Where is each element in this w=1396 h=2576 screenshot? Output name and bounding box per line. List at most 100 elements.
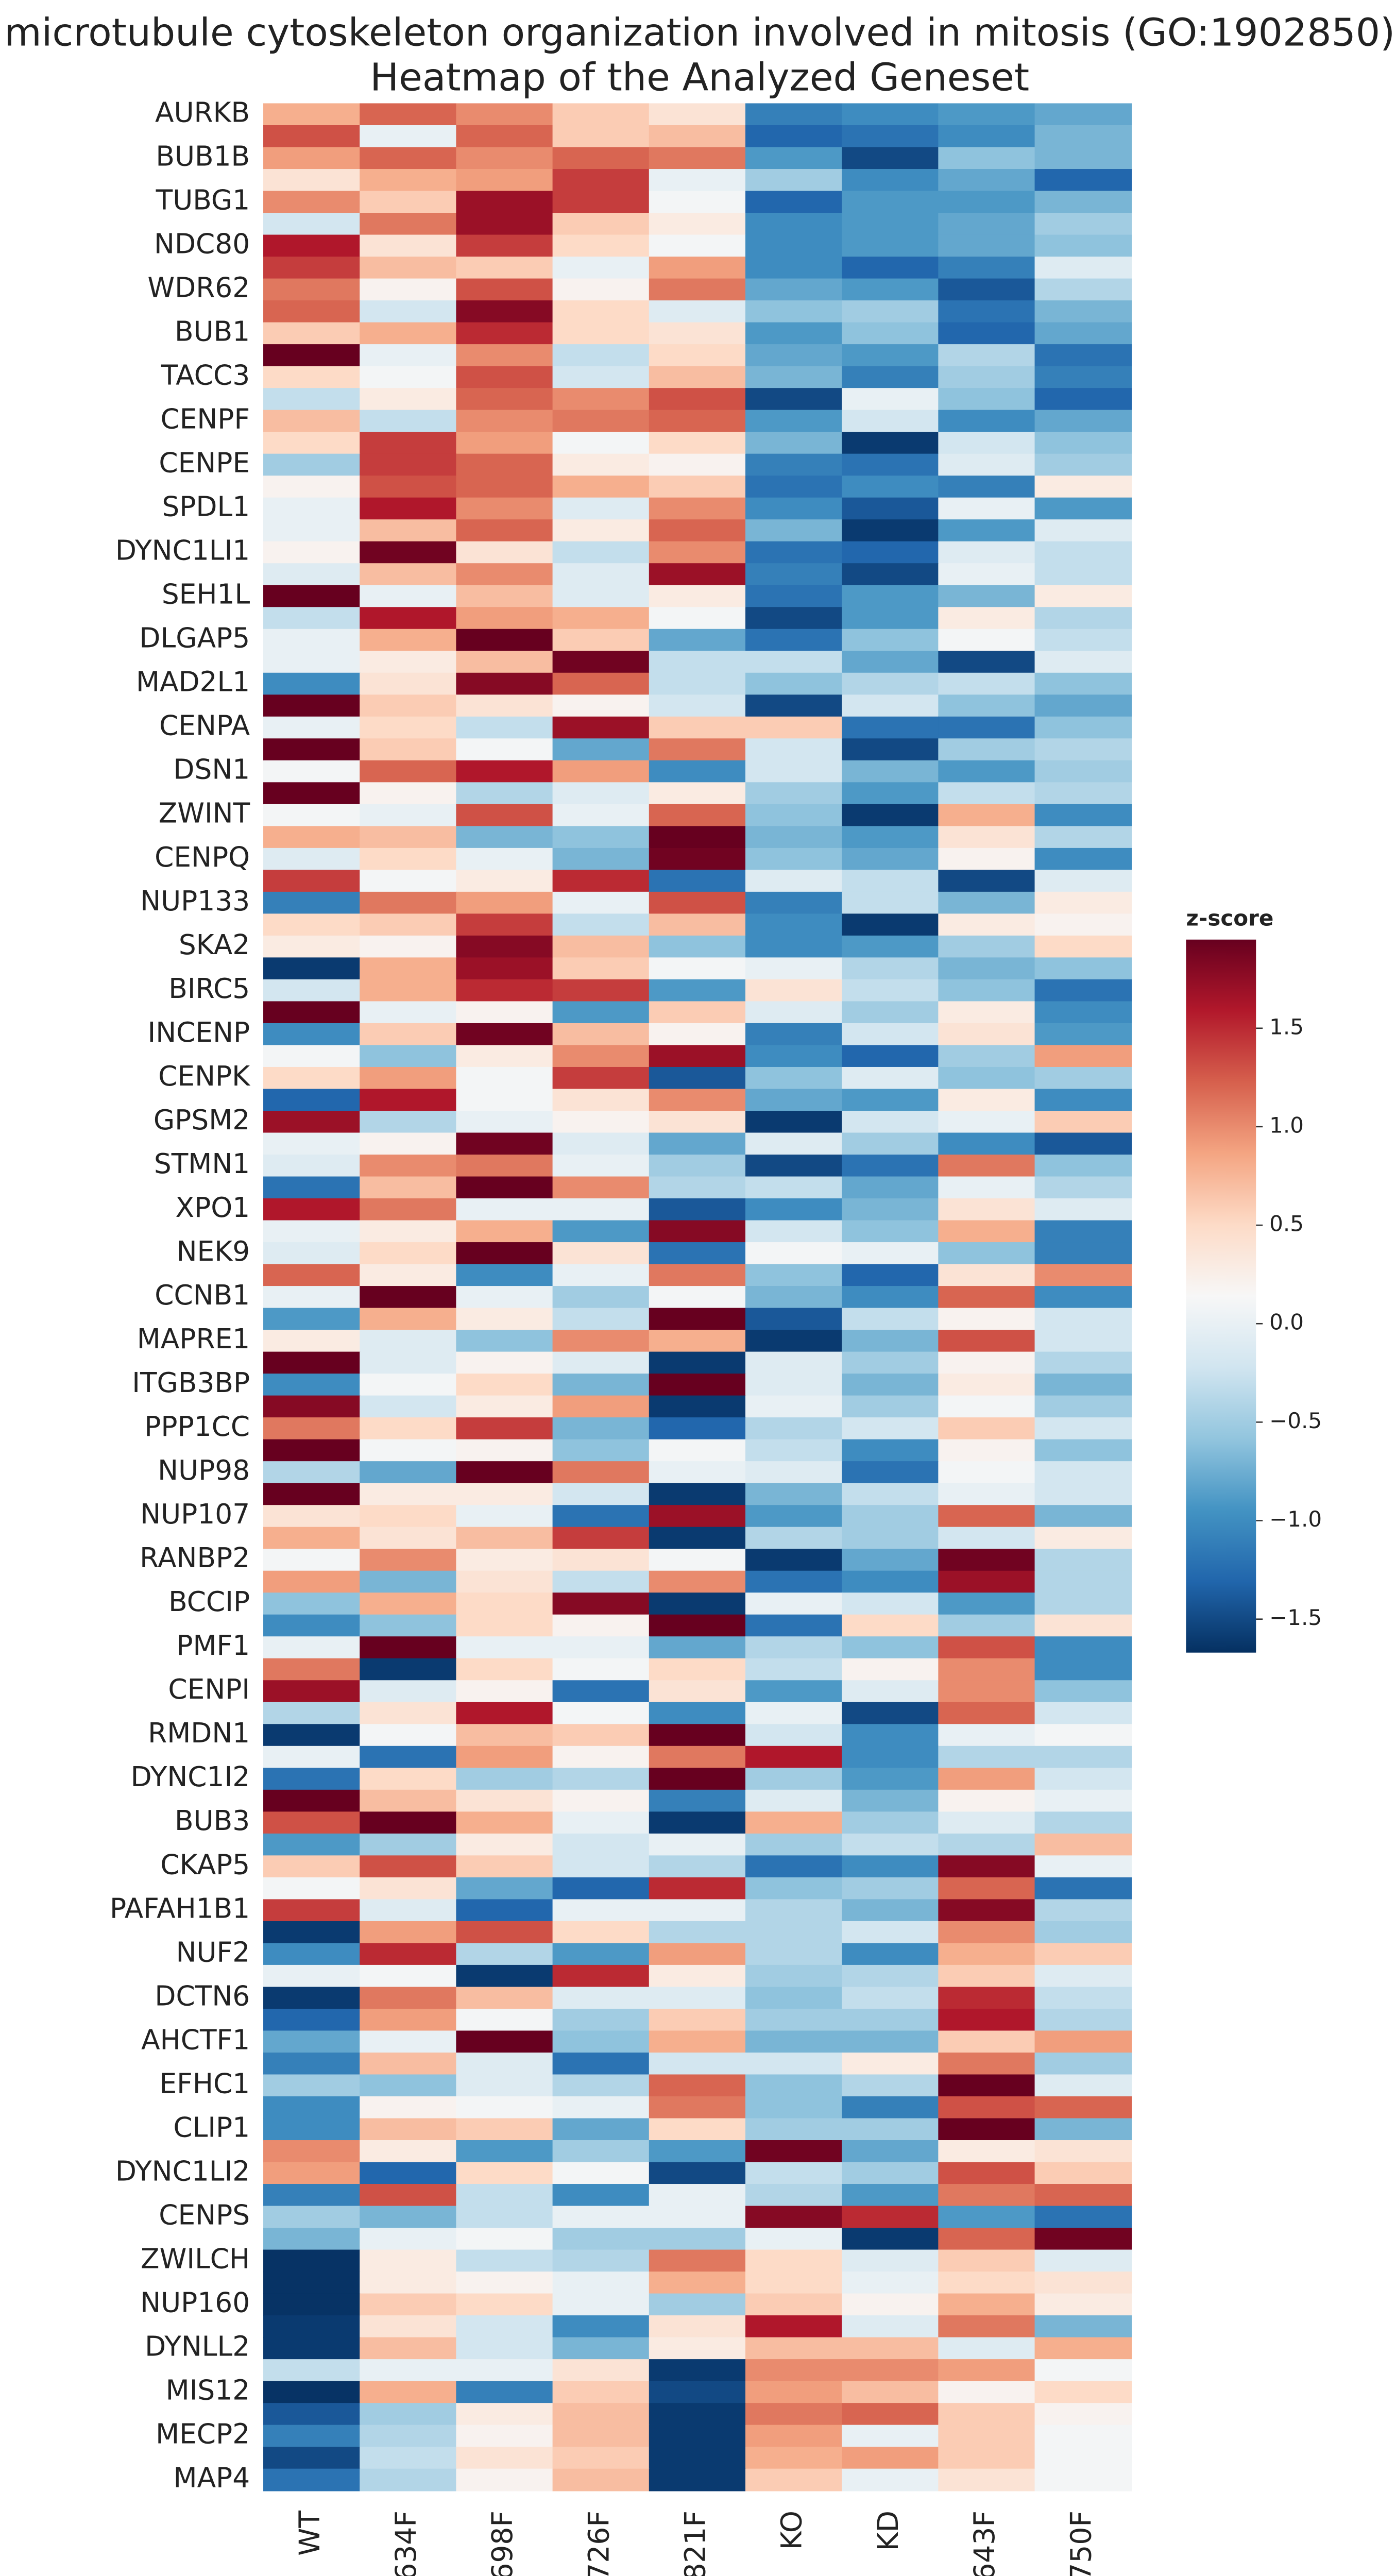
heatmap-cell [649, 1987, 746, 2010]
heatmap-cell [263, 169, 361, 192]
heatmap-cell [1034, 541, 1132, 564]
heatmap-cell [938, 169, 1035, 192]
heatmap-cell [649, 607, 746, 630]
heatmap-cell [842, 1308, 939, 1331]
heatmap-cell [842, 1549, 939, 1572]
heatmap-cell [360, 2140, 457, 2163]
heatmap-cell [938, 125, 1035, 148]
y-tick-label: MECP2 [156, 2418, 250, 2450]
heatmap-cell [456, 1023, 553, 1046]
heatmap-cell [938, 804, 1035, 827]
heatmap-cell [1034, 1461, 1132, 1484]
heatmap-cell [842, 672, 939, 696]
heatmap-cell [360, 432, 457, 454]
heatmap-cell [263, 2184, 361, 2207]
heatmap-cell [360, 344, 457, 367]
heatmap-cell [552, 1921, 650, 1944]
heatmap-cell [745, 1483, 843, 1506]
heatmap-cell [456, 1308, 553, 1331]
heatmap-cell [745, 585, 843, 608]
heatmap-cell [842, 848, 939, 871]
heatmap-cell [842, 891, 939, 914]
heatmap-cell [649, 410, 746, 433]
heatmap-cell [360, 957, 457, 980]
heatmap-cell [745, 432, 843, 454]
heatmap-cell [552, 2184, 650, 2207]
heatmap-cell [1034, 870, 1132, 893]
heatmap-cell [263, 2272, 361, 2294]
heatmap-cell [263, 826, 361, 849]
heatmap-cell [456, 497, 553, 520]
heatmap-cell [552, 891, 650, 914]
heatmap-cell [552, 1308, 650, 1331]
heatmap-cell [552, 1089, 650, 1112]
heatmap-cell [360, 1811, 457, 1835]
heatmap-cell [263, 1745, 361, 1769]
heatmap-cell [842, 1045, 939, 1068]
heatmap-cell [456, 2206, 553, 2229]
y-tick-label: BCCIP [168, 1585, 250, 1618]
heatmap-cell [938, 1899, 1035, 1922]
heatmap-cell [842, 103, 939, 126]
heatmap-cell [649, 694, 746, 718]
heatmap-cell [263, 1439, 361, 1462]
heatmap-cell [745, 1987, 843, 2010]
heatmap-cell [649, 1614, 746, 1637]
heatmap-cell [842, 1110, 939, 1133]
colorbar-tick-label: 0.0 [1269, 1310, 1304, 1335]
heatmap-cell [745, 891, 843, 914]
heatmap-cell [938, 191, 1035, 214]
heatmap-cell [456, 169, 553, 192]
heatmap-cell [456, 1899, 553, 1922]
heatmap-cell [456, 2337, 553, 2360]
heatmap-cell [938, 1833, 1035, 1856]
heatmap-cell [1034, 366, 1132, 389]
heatmap-cell [552, 1110, 650, 1133]
heatmap-cell [938, 1811, 1035, 1835]
heatmap-cell [649, 2337, 746, 2360]
heatmap-cell [360, 1527, 457, 1550]
heatmap-cell [360, 257, 457, 279]
heatmap-cell [938, 672, 1035, 696]
heatmap-cell [938, 1220, 1035, 1243]
heatmap-cell [360, 410, 457, 433]
heatmap-cell [1034, 826, 1132, 849]
heatmap-cell [456, 760, 553, 783]
heatmap-cell [649, 891, 746, 914]
heatmap-cell [263, 2074, 361, 2097]
heatmap-cell [842, 694, 939, 718]
heatmap-cell [263, 2381, 361, 2404]
heatmap-cell [552, 607, 650, 630]
heatmap-cell [842, 1286, 939, 1309]
heatmap-cell [938, 1855, 1035, 1878]
heatmap-cell [938, 694, 1035, 718]
heatmap-cell [456, 1789, 553, 1812]
heatmap-cell [842, 2272, 939, 2294]
heatmap-cell [938, 257, 1035, 279]
heatmap-cell [552, 169, 650, 192]
heatmap-cell [1034, 1417, 1132, 1440]
heatmap-cell [842, 1264, 939, 1287]
heatmap-cell [649, 2272, 746, 2294]
heatmap-cell [456, 1066, 553, 1090]
heatmap-cell [649, 344, 746, 367]
chart-subtitle: Heatmap of the Analyzed Geneset [370, 55, 1029, 100]
heatmap-cell [649, 826, 746, 849]
heatmap-cell [263, 476, 361, 498]
heatmap-cell [1034, 1680, 1132, 1703]
heatmap-cell [456, 585, 553, 608]
heatmap-cell [649, 1089, 746, 1112]
heatmap-cell [552, 2206, 650, 2229]
heatmap-cell [745, 979, 843, 1002]
heatmap-cell [456, 1745, 553, 1769]
heatmap-cell [360, 366, 457, 389]
heatmap-cell [552, 476, 650, 498]
heatmap-cell [1034, 1045, 1132, 1068]
heatmap-cell [263, 2425, 361, 2448]
heatmap-cell [360, 300, 457, 323]
heatmap-cell [1034, 1220, 1132, 1243]
heatmap-cell [360, 1045, 457, 1068]
heatmap-cell [842, 278, 939, 301]
heatmap-cell [456, 191, 553, 214]
heatmap-cell [842, 2293, 939, 2316]
